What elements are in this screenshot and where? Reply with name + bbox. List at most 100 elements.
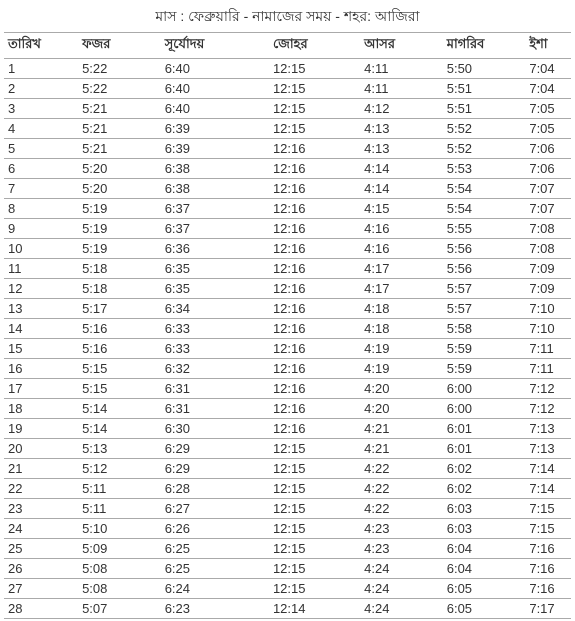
table-row: 205:136:2912:154:216:017:13 [4,439,571,459]
cell-date: 15 [4,339,78,359]
cell-maghrib: 6:03 [443,519,526,539]
cell-date: 8 [4,199,78,219]
cell-asr: 4:17 [360,259,443,279]
cell-duhr: 12:16 [269,199,360,219]
cell-asr: 4:24 [360,579,443,599]
cell-asr: 4:16 [360,239,443,259]
cell-maghrib: 5:56 [443,259,526,279]
cell-isha: 7:14 [525,459,571,479]
cell-maghrib: 5:50 [443,59,526,79]
cell-duhr: 12:15 [269,119,360,139]
cell-sunrise: 6:27 [161,499,269,519]
cell-duhr: 12:14 [269,599,360,619]
cell-fajr: 5:13 [78,439,161,459]
cell-asr: 4:13 [360,119,443,139]
cell-sunrise: 6:40 [161,99,269,119]
cell-asr: 4:14 [360,159,443,179]
table-row: 235:116:2712:154:226:037:15 [4,499,571,519]
cell-fajr: 5:08 [78,579,161,599]
table-row: 85:196:3712:164:155:547:07 [4,199,571,219]
prayer-times-table: তারিখ ফজর সূর্যোদয় জোহর আসর মাগরিব ইশা … [4,33,571,619]
cell-sunrise: 6:25 [161,559,269,579]
cell-maghrib: 6:05 [443,579,526,599]
cell-maghrib: 6:02 [443,459,526,479]
cell-fajr: 5:14 [78,419,161,439]
cell-fajr: 5:16 [78,339,161,359]
cell-maghrib: 5:57 [443,299,526,319]
cell-duhr: 12:16 [269,159,360,179]
table-row: 245:106:2612:154:236:037:15 [4,519,571,539]
col-maghrib-header: মাগরিব [443,33,526,59]
cell-date: 23 [4,499,78,519]
cell-maghrib: 6:01 [443,439,526,459]
cell-fajr: 5:22 [78,79,161,99]
cell-isha: 7:13 [525,419,571,439]
cell-asr: 4:24 [360,599,443,619]
cell-maghrib: 5:51 [443,79,526,99]
cell-duhr: 12:15 [269,479,360,499]
cell-fajr: 5:20 [78,179,161,199]
cell-maghrib: 5:51 [443,99,526,119]
cell-duhr: 12:15 [269,59,360,79]
cell-date: 19 [4,419,78,439]
cell-date: 26 [4,559,78,579]
table-row: 155:166:3312:164:195:597:11 [4,339,571,359]
table-row: 25:226:4012:154:115:517:04 [4,79,571,99]
cell-asr: 4:19 [360,359,443,379]
cell-date: 21 [4,459,78,479]
cell-duhr: 12:15 [269,99,360,119]
cell-sunrise: 6:28 [161,479,269,499]
cell-duhr: 12:16 [269,139,360,159]
cell-asr: 4:19 [360,339,443,359]
cell-date: 16 [4,359,78,379]
cell-duhr: 12:15 [269,519,360,539]
cell-fajr: 5:21 [78,99,161,119]
cell-isha: 7:08 [525,239,571,259]
cell-sunrise: 6:29 [161,459,269,479]
cell-fajr: 5:19 [78,219,161,239]
table-row: 15:226:4012:154:115:507:04 [4,59,571,79]
cell-date: 7 [4,179,78,199]
cell-maghrib: 6:00 [443,399,526,419]
cell-maghrib: 5:58 [443,319,526,339]
cell-duhr: 12:16 [269,279,360,299]
cell-date: 11 [4,259,78,279]
table-row: 95:196:3712:164:165:557:08 [4,219,571,239]
cell-asr: 4:12 [360,99,443,119]
cell-asr: 4:16 [360,219,443,239]
cell-date: 1 [4,59,78,79]
cell-date: 5 [4,139,78,159]
cell-asr: 4:11 [360,59,443,79]
cell-maghrib: 6:01 [443,419,526,439]
cell-maghrib: 5:54 [443,179,526,199]
table-row: 125:186:3512:164:175:577:09 [4,279,571,299]
cell-isha: 7:12 [525,379,571,399]
cell-sunrise: 6:40 [161,79,269,99]
cell-date: 10 [4,239,78,259]
cell-duhr: 12:16 [269,419,360,439]
table-row: 55:216:3912:164:135:527:06 [4,139,571,159]
cell-sunrise: 6:33 [161,319,269,339]
cell-isha: 7:10 [525,299,571,319]
cell-isha: 7:06 [525,139,571,159]
cell-duhr: 12:15 [269,539,360,559]
cell-fajr: 5:22 [78,59,161,79]
cell-fajr: 5:08 [78,559,161,579]
cell-date: 3 [4,99,78,119]
cell-asr: 4:21 [360,419,443,439]
cell-fajr: 5:10 [78,519,161,539]
cell-duhr: 12:15 [269,459,360,479]
cell-isha: 7:10 [525,319,571,339]
cell-duhr: 12:16 [269,399,360,419]
cell-asr: 4:23 [360,539,443,559]
table-row: 165:156:3212:164:195:597:11 [4,359,571,379]
cell-sunrise: 6:30 [161,419,269,439]
cell-fajr: 5:11 [78,479,161,499]
table-row: 35:216:4012:154:125:517:05 [4,99,571,119]
cell-isha: 7:11 [525,339,571,359]
cell-fajr: 5:21 [78,139,161,159]
page-title: মাস : ফেব্রুয়ারি - নামাজের সময় - শহর: … [4,2,571,33]
cell-asr: 4:24 [360,559,443,579]
cell-duhr: 12:15 [269,439,360,459]
cell-sunrise: 6:35 [161,259,269,279]
